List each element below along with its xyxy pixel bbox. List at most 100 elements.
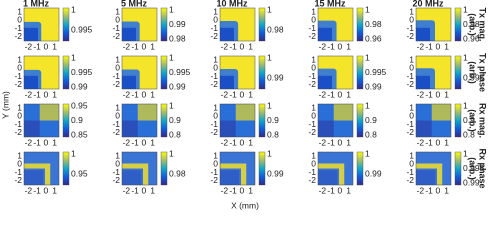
plot-frame: [415, 103, 452, 138]
heatmap-core: [24, 27, 38, 41]
colorbar-tick-label: 0.99: [365, 81, 382, 91]
x-tick-label: 0: [338, 137, 343, 147]
colorbar-tick-label: 0.99: [169, 19, 186, 29]
colorbar-tick-label: 0.85: [71, 129, 88, 139]
plot-frame: [23, 151, 60, 186]
heatmap-region: [318, 163, 345, 185]
y-tick-label: 1: [115, 6, 120, 16]
colorbar-tick-label: 0.99: [71, 81, 88, 91]
y-tick-label: -1: [210, 71, 218, 81]
x-tick-label: -2: [417, 89, 425, 99]
x-tick-label: -2: [319, 89, 327, 99]
heatmap: [24, 56, 59, 89]
x-tick-label: -2: [123, 89, 131, 99]
colorbar: [62, 7, 70, 42]
x-tick-label: -1: [425, 41, 433, 51]
heatmap-region: [220, 163, 247, 185]
y-tick-label: -2: [210, 175, 218, 185]
x-tick-label: -1: [131, 89, 139, 99]
x-tick-label: 1: [52, 41, 57, 51]
x-tick-label: -2: [123, 185, 131, 195]
colorbar: [356, 55, 364, 90]
x-tick-label: 0: [338, 41, 343, 51]
colorbar-tick-label: 0.995: [365, 67, 387, 77]
x-tick-label: 1: [346, 185, 351, 195]
colorbar-tick-label: 1: [365, 52, 370, 62]
heatmap-core: [122, 75, 136, 89]
y-tick-label: 1: [213, 102, 218, 112]
x-tick-label: 0: [142, 137, 147, 147]
x-tick-label: 0: [240, 41, 245, 51]
y-tick-label: -1: [112, 167, 120, 177]
x-tick-label: 0: [44, 41, 49, 51]
x-tick-label: -2: [221, 185, 229, 195]
colorbar-tick-label: 0.995: [71, 25, 93, 35]
y-tick-label: -2: [112, 79, 120, 89]
colorbar-tick-label: 0.99: [169, 81, 186, 91]
y-tick-label: 0: [17, 63, 22, 73]
y-tick-label: -1: [406, 23, 414, 33]
x-tick-label: 1: [444, 185, 449, 195]
row-label-line: (arb.): [468, 157, 478, 180]
plot-frame: [121, 7, 158, 42]
plot-frame: [219, 7, 256, 42]
colorbar-tick-label: 1: [463, 4, 468, 14]
colorbar: [62, 151, 70, 186]
colorbar-tick-label: 1: [169, 52, 174, 62]
colorbar-tick-label: 1: [71, 4, 76, 14]
y-tick-label: 1: [17, 54, 22, 64]
row-label-line: (arb.): [468, 61, 478, 84]
x-tick-label: 0: [142, 185, 147, 195]
heatmap: [122, 56, 157, 89]
x-tick-label: 0: [44, 137, 49, 147]
colorbar-tick-label: 0.995: [463, 73, 485, 83]
x-tick-label: 0: [338, 185, 343, 195]
x-tick-label: 1: [248, 89, 253, 99]
colorbar: [160, 151, 168, 186]
y-tick-label: 0: [213, 111, 218, 121]
row-label-line: (arb.): [468, 13, 478, 36]
heatmap: [220, 104, 255, 137]
colorbar-tick-label: 0.95: [71, 169, 88, 179]
colorbar: [454, 55, 462, 90]
heatmap-region: [24, 163, 51, 185]
colorbar-tick-label: 0.99: [267, 169, 284, 179]
heatmap-core: [24, 170, 44, 185]
x-tick-label: 1: [52, 89, 57, 99]
heatmap: [416, 104, 451, 137]
plot-frame: [317, 55, 354, 90]
x-tick-label: -1: [327, 89, 335, 99]
colorbar: [258, 55, 266, 90]
colorbar-tick-label: 0.98: [267, 25, 284, 35]
y-tick-label: 1: [115, 54, 120, 64]
heatmap: [24, 104, 59, 137]
y-tick-label: -2: [112, 31, 120, 41]
x-tick-label: -2: [221, 41, 229, 51]
colorbar-tick-label: 1: [463, 148, 468, 158]
y-tick-label: 0: [17, 159, 22, 169]
colorbar: [454, 103, 462, 138]
y-tick-label: -1: [308, 119, 316, 129]
y-tick-label: -1: [308, 71, 316, 81]
row-label-line: Rx mag.: [478, 103, 488, 138]
heatmap-core: [122, 120, 138, 137]
y-tick-label: 0: [115, 159, 120, 169]
row-label-line: Tx phase: [478, 53, 488, 92]
heatmap-core: [220, 27, 234, 41]
y-tick-label: -2: [210, 79, 218, 89]
y-tick-label: 0: [115, 63, 120, 73]
y-tick-label: -2: [406, 31, 414, 41]
heatmap-core: [318, 170, 338, 185]
y-tick-label: 0: [311, 15, 316, 25]
column-title: 10 MHz: [216, 0, 248, 8]
heatmap: [318, 8, 353, 41]
heatmap: [220, 152, 255, 185]
colorbar-tick-label: 1: [71, 148, 76, 158]
y-tick-label: 1: [115, 150, 120, 160]
heatmap-core: [122, 27, 136, 41]
column-title: 15 MHz: [314, 0, 346, 8]
y-tick-label: -2: [308, 31, 316, 41]
y-tick-label: 1: [213, 6, 218, 16]
y-tick-label: 0: [115, 15, 120, 25]
colorbar: [62, 55, 70, 90]
